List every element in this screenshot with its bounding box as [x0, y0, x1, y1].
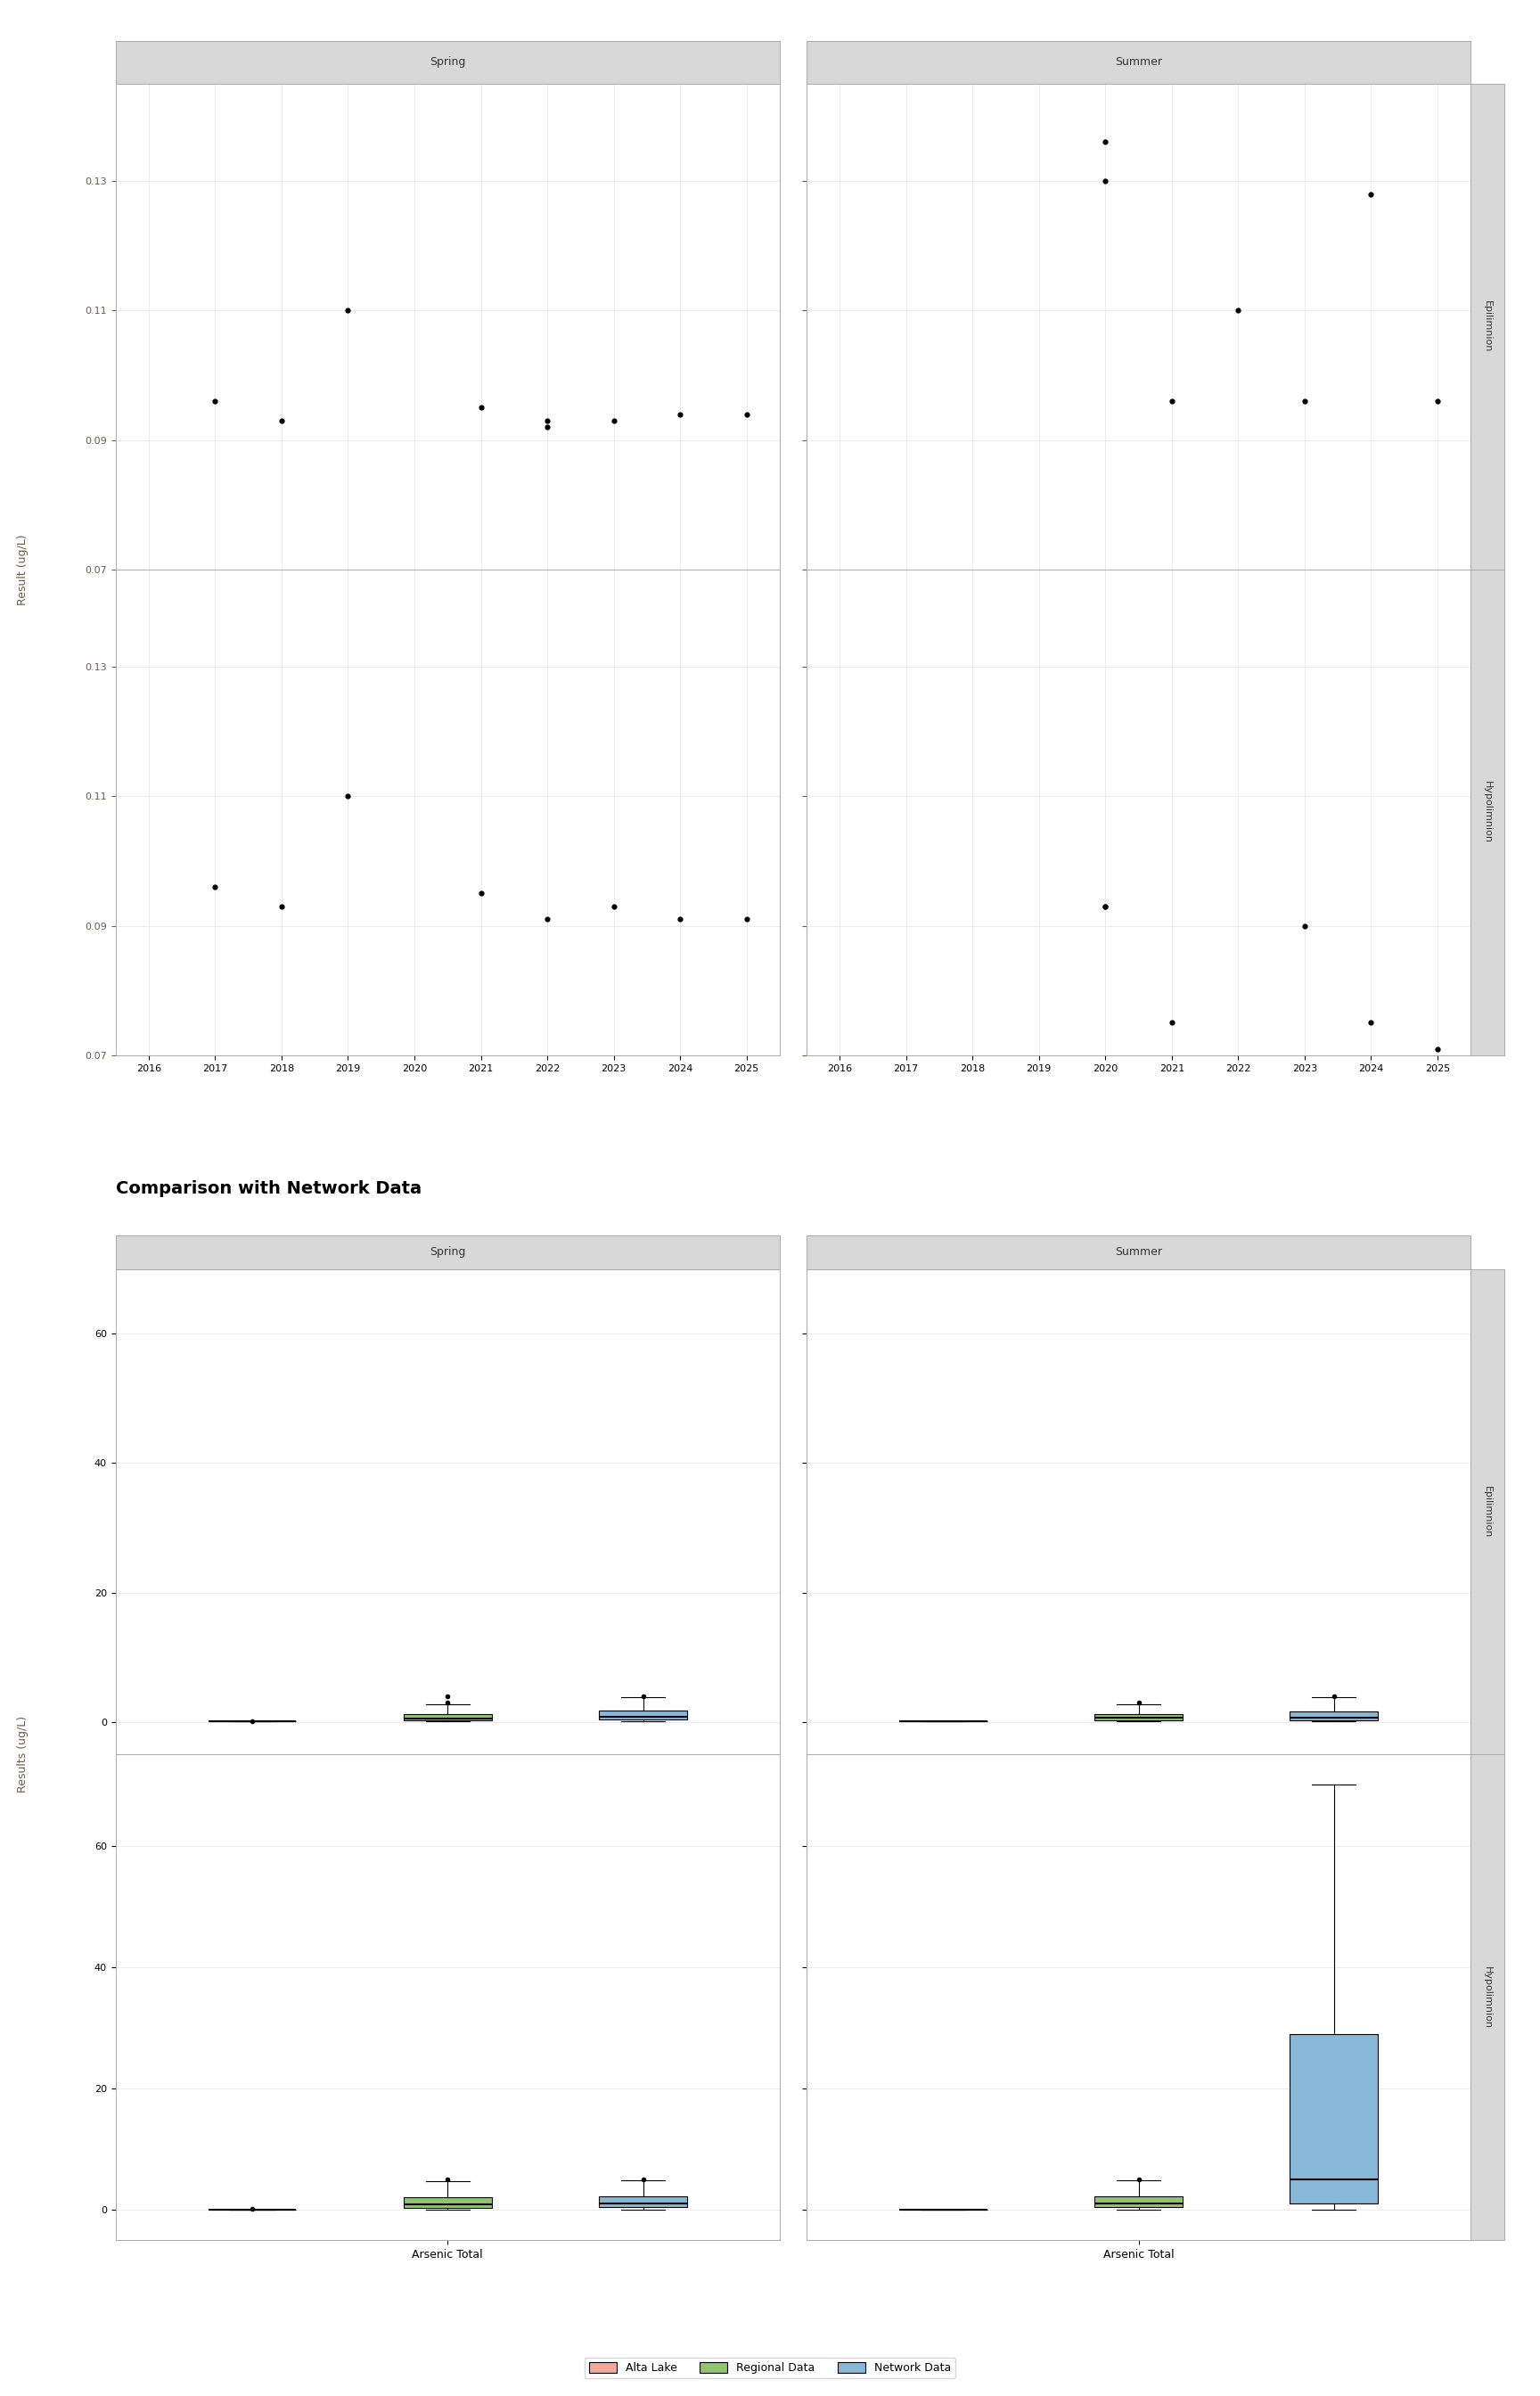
Point	[1424, 381, 1449, 419]
Point	[735, 395, 759, 434]
Point	[1292, 906, 1317, 944]
Text: Results (ug/L): Results (ug/L)	[17, 1716, 29, 1792]
Text: Comparison with Network Data: Comparison with Network Data	[116, 1181, 422, 1198]
Legend: Alta Lake, Regional Data, Network Data: Alta Lake, Regional Data, Network Data	[585, 2358, 955, 2379]
Point	[468, 388, 493, 426]
Point	[534, 901, 559, 939]
Point	[1160, 1004, 1184, 1042]
Point	[534, 407, 559, 446]
Text: Hypolimnion: Hypolimnion	[1483, 781, 1492, 843]
PathPatch shape	[403, 1713, 491, 1720]
Point	[668, 901, 693, 939]
PathPatch shape	[403, 2197, 491, 2207]
Text: Result (ug/L): Result (ug/L)	[17, 534, 29, 606]
Text: Spring: Spring	[430, 1246, 465, 1258]
Point	[668, 395, 693, 434]
Point	[203, 867, 228, 906]
Point	[1424, 1030, 1449, 1069]
Point	[1226, 1069, 1250, 1107]
Point	[1358, 175, 1383, 213]
Point	[1226, 292, 1250, 331]
Point	[534, 403, 559, 441]
Point	[1358, 1004, 1383, 1042]
PathPatch shape	[1095, 2197, 1183, 2207]
Point	[1093, 887, 1118, 925]
Point	[203, 381, 228, 419]
Point	[336, 776, 360, 815]
Point	[1160, 381, 1184, 419]
Point	[468, 875, 493, 913]
Point	[1093, 122, 1118, 161]
Text: Summer: Summer	[1115, 58, 1163, 67]
Point	[336, 292, 360, 331]
Point	[1093, 163, 1118, 201]
Point	[1292, 381, 1317, 419]
Point	[270, 403, 294, 441]
Text: Summer: Summer	[1115, 1246, 1163, 1258]
PathPatch shape	[1291, 1711, 1378, 1720]
Point	[602, 403, 627, 441]
Point	[602, 887, 627, 925]
PathPatch shape	[599, 1711, 687, 1720]
Text: Epilimnion: Epilimnion	[1483, 1486, 1492, 1538]
Point	[1093, 887, 1118, 925]
PathPatch shape	[599, 2197, 687, 2207]
Point	[735, 901, 759, 939]
PathPatch shape	[1291, 2034, 1378, 2204]
Point	[270, 887, 294, 925]
Text: Spring: Spring	[430, 58, 465, 67]
Text: Epilimnion: Epilimnion	[1483, 300, 1492, 352]
Text: Hypolimnion: Hypolimnion	[1483, 1967, 1492, 2029]
PathPatch shape	[1095, 1713, 1183, 1720]
